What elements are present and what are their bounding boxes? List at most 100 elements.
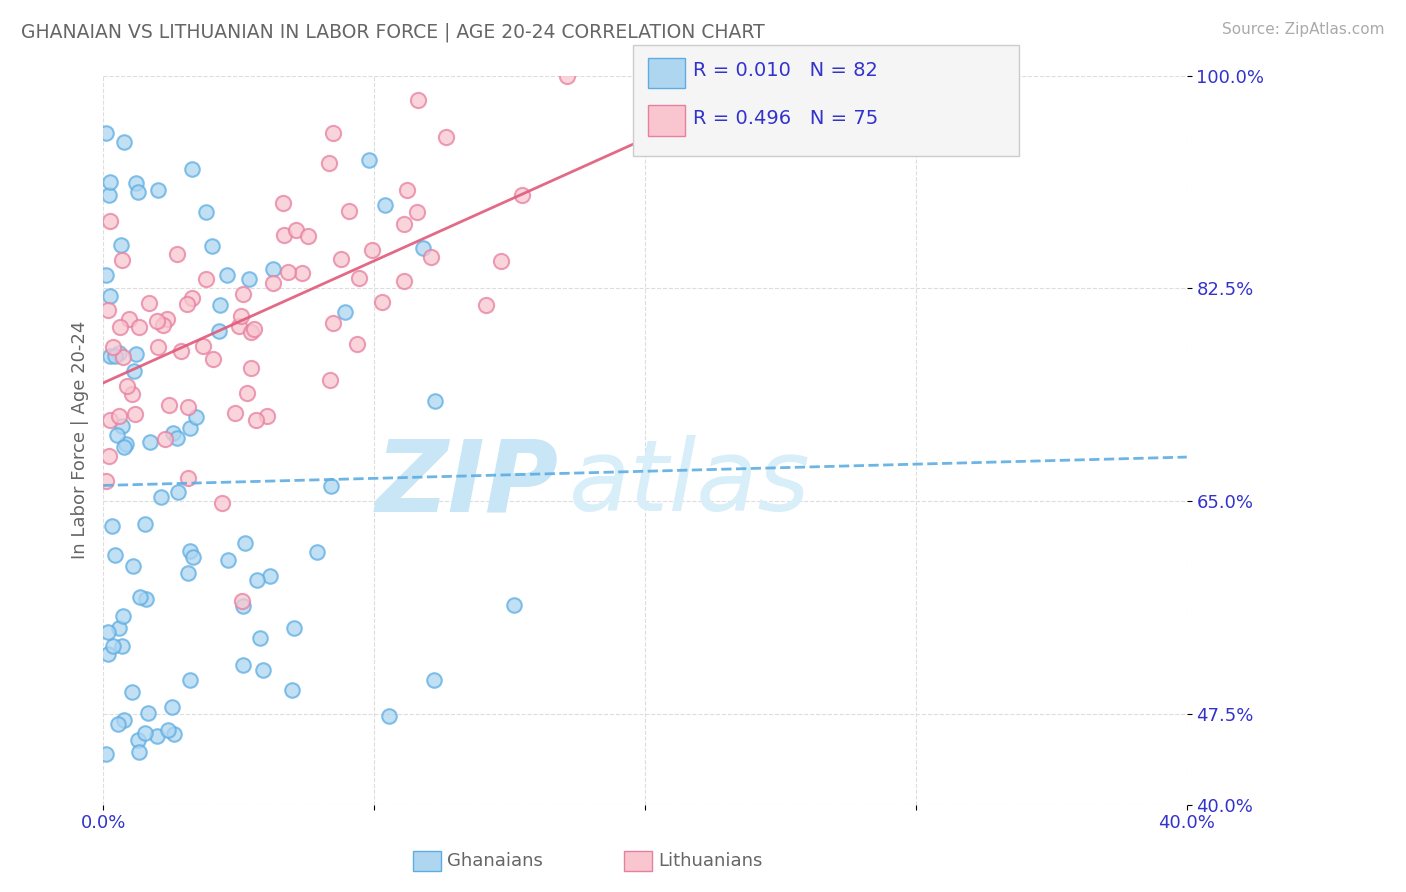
Point [124,407,146,421]
Point [110,238,132,252]
Point [238,271,260,285]
Point [162,426,184,441]
Point [101,639,124,653]
Point [283,621,305,635]
Point [361,244,384,258]
Point [124,364,146,378]
Point [101,519,124,533]
Point [716,69,738,83]
Point [475,298,498,312]
Point [374,198,396,212]
Point [176,471,198,485]
Point [211,496,233,510]
Point [115,379,138,393]
Point [232,599,254,613]
Point [555,69,578,83]
Point [96,625,118,640]
Point [395,183,418,197]
Point [104,548,127,562]
Point [139,434,162,449]
Point [489,254,512,268]
Point [333,305,356,319]
Point [503,598,526,612]
Point [201,239,224,253]
Point [136,706,159,720]
Point [229,309,252,323]
Point [97,302,120,317]
Point [394,218,416,232]
Point [179,421,201,435]
Point [232,287,254,301]
Point [195,205,218,219]
Point [122,558,145,573]
Point [406,93,429,107]
Text: ZIP: ZIP [375,435,558,533]
Point [166,247,188,261]
Text: R = 0.010   N = 82: R = 0.010 N = 82 [693,61,877,80]
Point [425,394,447,409]
Point [259,569,281,583]
Point [239,360,262,375]
Point [280,683,302,698]
Point [191,339,214,353]
Point [129,590,152,604]
Point [273,227,295,242]
Point [94,474,117,488]
Point [98,213,121,227]
Point [318,156,340,170]
Point [103,340,125,354]
Point [799,69,821,83]
Point [167,485,190,500]
Point [157,398,180,412]
Point [166,431,188,445]
Point [128,320,150,334]
Point [176,297,198,311]
Text: R = 0.496   N = 75: R = 0.496 N = 75 [693,109,879,128]
Point [228,318,250,333]
Point [184,410,207,425]
Point [177,400,200,414]
Point [107,409,129,423]
Point [127,733,149,747]
Point [246,573,269,587]
Point [322,126,344,140]
Point [236,385,259,400]
Point [97,188,120,202]
Point [377,709,399,723]
Point [318,373,340,387]
Point [100,289,122,303]
Point [149,490,172,504]
Point [96,747,118,761]
Point [170,343,193,358]
Point [108,346,131,360]
Point [329,252,352,267]
Point [420,250,443,264]
Point [252,664,274,678]
Point [319,479,342,493]
Point [256,409,278,423]
Point [112,713,135,727]
Point [297,229,319,244]
Point [104,350,127,364]
Point [291,266,314,280]
Point [98,449,121,463]
Point [98,349,121,363]
Point [305,545,328,559]
Point [180,161,202,176]
Point [262,277,284,291]
Point [135,591,157,606]
Point [434,130,457,145]
Point [966,69,988,83]
Point [231,594,253,608]
Point [155,433,177,447]
Point [125,176,148,190]
Point [392,274,415,288]
Point [138,295,160,310]
Point [114,437,136,451]
Point [111,418,134,433]
Point [146,183,169,197]
Point [181,550,204,565]
Point [100,175,122,189]
Point [111,253,134,268]
Point [249,631,271,645]
